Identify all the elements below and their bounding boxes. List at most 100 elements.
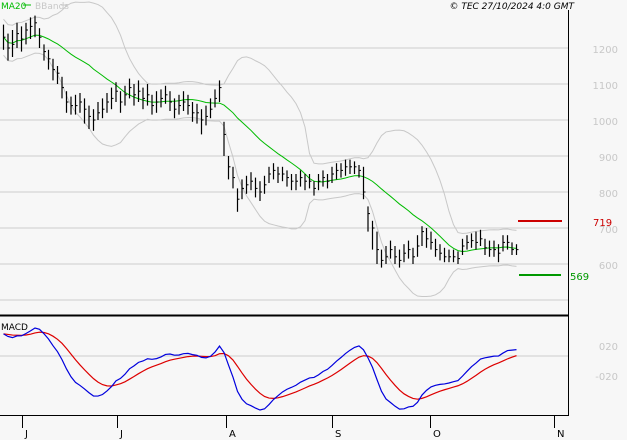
price-bar: [178, 94, 181, 115]
price-bar: [290, 174, 294, 191]
price-bar: [497, 244, 501, 263]
price-bar: [43, 44, 46, 61]
price-bar: [61, 76, 64, 99]
price-bar: [218, 80, 222, 102]
ma20-legend: MA20: [1, 2, 27, 12]
price-bar: [479, 229, 483, 246]
price-bar: [394, 246, 397, 264]
price-bar: [133, 84, 136, 106]
price-bar: [502, 235, 505, 252]
price-bar: [20, 26, 24, 52]
x-tick-label: O: [433, 429, 441, 440]
price-bar: [313, 181, 316, 196]
price-bar: [101, 98, 105, 119]
price-bar: [29, 17, 33, 39]
price-bar: [484, 238, 487, 255]
price-bar: [196, 103, 199, 124]
price-bar: [421, 226, 424, 246]
price-bar: [353, 161, 357, 174]
price-bar: [169, 91, 172, 111]
price-bar: [214, 89, 217, 108]
y-tick-label: 1200: [593, 45, 618, 56]
price-bar: [475, 231, 478, 250]
price-bar: [137, 80, 141, 102]
x-tick-label: J: [119, 429, 123, 440]
price-bar: [457, 251, 460, 264]
y-tick-label: 700: [599, 225, 618, 236]
x-tick-label: N: [557, 429, 564, 440]
price-bar: [506, 235, 510, 250]
price-bar: [25, 22, 28, 45]
price-bar: [259, 181, 262, 201]
bbands-legend: BBands: [35, 2, 69, 12]
price-bar: [376, 231, 379, 264]
price-bar: [263, 175, 267, 194]
price-bar: [79, 93, 82, 113]
price-bar: [38, 28, 42, 48]
price-bar: [47, 49, 51, 70]
price-bar: [119, 91, 123, 113]
price-bar: [74, 94, 78, 115]
price-bar: [412, 247, 415, 264]
price-bar: [362, 166, 366, 200]
x-tick-label: J: [24, 429, 28, 440]
price-bar: [115, 82, 118, 102]
bband-upper: [3, 1, 517, 234]
price-bar: [295, 174, 298, 191]
price-bar: [340, 163, 343, 178]
y-tick-label: 800: [599, 189, 618, 200]
price-bar: [349, 159, 352, 174]
price-bar: [245, 175, 249, 194]
price-bar: [380, 249, 384, 268]
price-bar: [200, 109, 204, 135]
price-bar: [83, 98, 87, 124]
macd-lines: [3, 327, 517, 411]
price-bar: [389, 240, 393, 259]
support-label: 569: [570, 272, 589, 283]
price-bar: [187, 94, 190, 115]
price-bar: [277, 166, 280, 183]
price-bar: [128, 78, 132, 99]
price-bar: [367, 206, 370, 232]
price-bar: [304, 174, 307, 191]
price-bar: [92, 109, 96, 131]
price-bar: [223, 121, 226, 156]
price-bar: [448, 249, 451, 263]
price-bar: [493, 240, 496, 257]
price-bar: [191, 102, 195, 122]
price-bar: [110, 87, 114, 110]
price-bar: [205, 105, 208, 126]
price-bar: [182, 91, 186, 111]
macd-line: [3, 327, 517, 411]
price-bar: [88, 105, 91, 129]
price-bar: [254, 177, 258, 198]
price-bar: [416, 235, 420, 257]
ma20-line: [3, 34, 517, 252]
price-bar: [151, 94, 154, 115]
x-tick-label: S: [335, 429, 341, 440]
y-tick-label: 600: [599, 261, 618, 272]
price-bar: [268, 166, 271, 183]
price-bar: [385, 246, 388, 264]
price-bar: [452, 249, 456, 263]
price-bar: [443, 247, 447, 263]
price-bar: [65, 91, 69, 113]
price-bar: [439, 244, 442, 261]
price-bar: [371, 220, 375, 250]
x-tick-label: A: [229, 429, 236, 440]
macd-tick-label: 020: [599, 342, 618, 353]
price-bar: [227, 156, 231, 180]
price-bar: [488, 240, 492, 257]
price-bar: [470, 233, 474, 248]
price-bar: [34, 15, 37, 38]
price-bar: [146, 84, 150, 106]
price-bar: [97, 102, 100, 120]
price-bar: [232, 166, 235, 189]
price-bar: [331, 166, 334, 183]
price-bar: [250, 172, 253, 191]
price-bar: [403, 244, 406, 263]
price-bar: [173, 98, 177, 119]
price-bar: [56, 66, 60, 84]
y-tick-label: 900: [599, 153, 618, 164]
price-bar: [434, 238, 438, 257]
